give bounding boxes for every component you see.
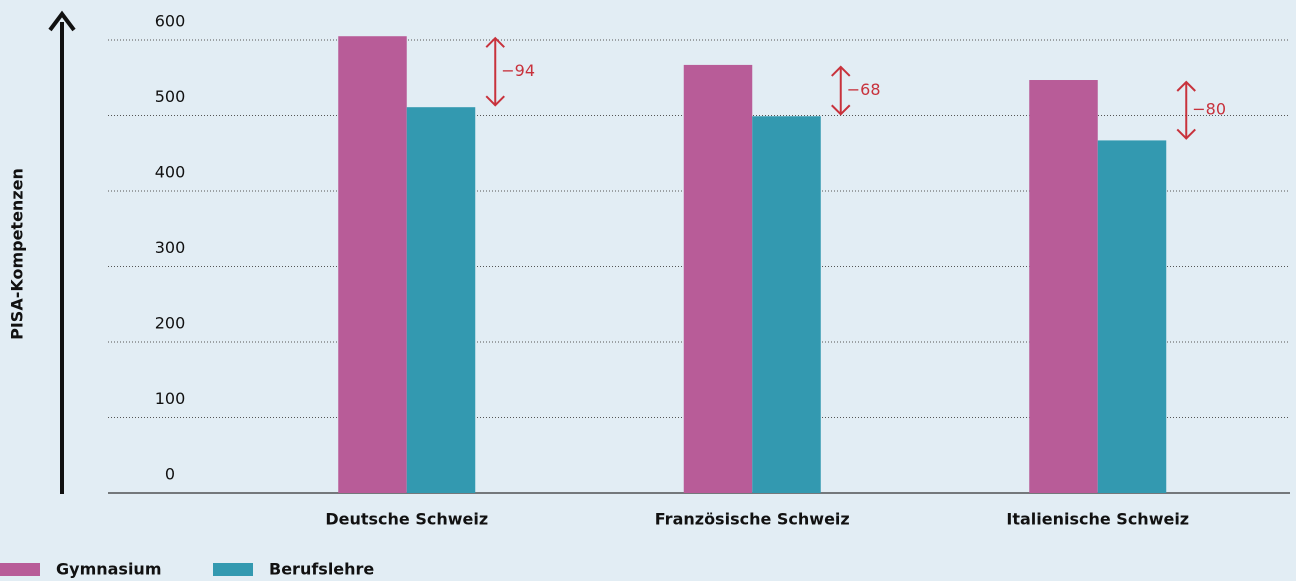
y-tick-label: 400 xyxy=(155,163,186,182)
x-tick-label: Französische Schweiz xyxy=(655,510,850,529)
y-axis-arrowhead xyxy=(48,10,76,32)
arrowhead xyxy=(831,65,851,77)
arrowhead xyxy=(485,95,505,107)
arrowhead xyxy=(1176,80,1196,92)
legend-label: Gymnasium xyxy=(56,560,162,579)
y-axis-label: PISA-Kompetenzen xyxy=(8,168,27,340)
bar xyxy=(683,64,753,493)
legend-label: Berufslehre xyxy=(269,560,374,579)
difference-label: −80 xyxy=(1192,100,1226,119)
bar xyxy=(406,107,476,493)
legend-swatch xyxy=(213,563,253,576)
difference-label: −68 xyxy=(847,80,881,99)
arrowhead xyxy=(1176,128,1196,140)
y-tick-label: 200 xyxy=(155,314,186,333)
bar xyxy=(1029,80,1098,493)
y-tick-label: 300 xyxy=(155,238,186,257)
y-tick-label: 600 xyxy=(155,12,186,31)
arrowhead xyxy=(485,36,505,48)
x-tick-label: Italienische Schweiz xyxy=(1006,510,1189,529)
bar xyxy=(1097,140,1167,494)
y-tick-label: 100 xyxy=(155,389,186,408)
difference-label: −94 xyxy=(501,61,535,80)
bar xyxy=(338,36,407,493)
arrowhead xyxy=(831,104,851,116)
y-tick-label: 500 xyxy=(155,87,186,106)
legend-swatch xyxy=(0,563,40,576)
y-tick-label: 0 xyxy=(165,465,175,484)
x-tick-label: Deutsche Schweiz xyxy=(325,510,488,529)
bar xyxy=(752,116,821,493)
